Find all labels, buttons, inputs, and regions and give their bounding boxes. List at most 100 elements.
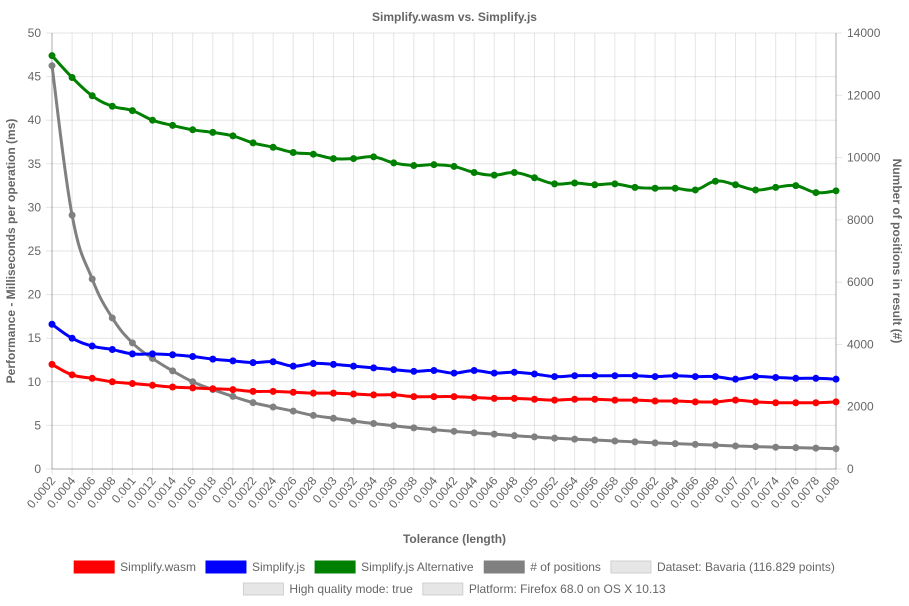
y-left-tick-label: 40	[28, 113, 42, 127]
data-point	[470, 393, 478, 401]
data-point	[551, 180, 559, 188]
data-point	[189, 126, 197, 134]
data-point	[350, 390, 358, 398]
y-axis-right-title: Number of positions in result (#)	[890, 159, 904, 344]
y-left-tick-label: 5	[34, 418, 41, 432]
chart-title: Simplify.wasm vs. Simplify.js	[372, 10, 537, 24]
data-point	[450, 162, 458, 170]
data-point	[269, 358, 277, 366]
data-point	[169, 351, 177, 359]
data-point	[209, 128, 217, 136]
data-point	[249, 359, 257, 367]
data-point	[128, 339, 136, 347]
data-point	[128, 350, 136, 358]
data-point	[309, 389, 317, 397]
legend-item[interactable]: Platform: Firefox 68.0 on OS X 10.13	[422, 582, 666, 596]
data-point	[551, 373, 559, 381]
y-left-tick-label: 25	[28, 244, 42, 258]
y-left-tick-label: 0	[34, 462, 41, 476]
data-point	[48, 320, 56, 328]
data-point	[329, 360, 337, 368]
data-point	[711, 398, 719, 406]
data-point	[731, 442, 739, 450]
data-point	[772, 443, 780, 451]
data-point	[108, 314, 116, 322]
data-point	[269, 143, 277, 151]
data-point	[68, 211, 76, 219]
data-point	[611, 180, 619, 188]
legend-swatch	[242, 582, 284, 596]
data-point	[269, 403, 277, 411]
legend-label: Simplify.js	[252, 560, 305, 574]
data-point	[832, 375, 840, 383]
legend-swatch	[205, 560, 247, 574]
legend-label: Dataset: Bavaria (116.829 points)	[657, 560, 835, 574]
y-left-tick-label: 30	[28, 200, 42, 214]
data-point	[350, 155, 358, 163]
data-point	[88, 92, 96, 100]
data-point	[711, 177, 719, 185]
data-point	[832, 445, 840, 453]
data-point	[772, 183, 780, 191]
data-point	[169, 383, 177, 391]
data-point	[108, 102, 116, 110]
data-point	[671, 184, 679, 192]
y-right-tick-label: 6000	[847, 275, 874, 289]
y-right-tick-label: 4000	[847, 337, 874, 351]
data-point	[591, 181, 599, 189]
data-point	[510, 368, 518, 376]
data-point	[611, 396, 619, 404]
data-point	[48, 360, 56, 368]
data-point	[711, 373, 719, 381]
data-point	[752, 373, 760, 381]
legend-item[interactable]: Dataset: Bavaria (116.829 points)	[610, 560, 835, 574]
data-point	[209, 385, 217, 393]
series-line	[50, 54, 837, 195]
data-point	[731, 396, 739, 404]
data-point	[309, 359, 317, 367]
data-point	[149, 381, 157, 389]
legend-item[interactable]: # of positions	[483, 560, 601, 574]
series-0	[48, 360, 840, 407]
legend-item[interactable]: High quality mode: true	[242, 582, 413, 596]
data-point	[530, 174, 538, 182]
data-point	[128, 107, 136, 115]
data-point	[169, 367, 177, 375]
data-point	[249, 387, 257, 395]
data-point	[631, 183, 639, 191]
data-point	[792, 399, 800, 407]
data-point	[410, 367, 418, 375]
data-point	[149, 350, 157, 358]
data-point	[631, 438, 639, 446]
data-point	[490, 171, 498, 179]
data-point	[551, 434, 559, 442]
legend-item[interactable]: Simplify.js Alternative	[314, 560, 474, 574]
data-point	[752, 443, 760, 451]
legend-label: Platform: Firefox 68.0 on OS X 10.13	[469, 582, 666, 596]
y-right-tick-label: 2000	[847, 400, 874, 414]
data-point	[189, 384, 197, 392]
data-point	[249, 399, 257, 407]
data-point	[329, 155, 337, 163]
data-point	[731, 181, 739, 189]
legend-item[interactable]: Simplify.wasm	[73, 560, 196, 574]
data-point	[752, 186, 760, 194]
data-point	[189, 378, 197, 386]
y-left-tick-label: 10	[28, 375, 42, 389]
data-point	[370, 420, 378, 428]
data-point	[772, 399, 780, 407]
data-point	[390, 391, 398, 399]
data-point	[128, 380, 136, 388]
data-point	[450, 427, 458, 435]
data-point	[530, 433, 538, 441]
data-point	[169, 121, 177, 129]
data-point	[450, 393, 458, 401]
data-point	[812, 374, 820, 382]
data-point	[189, 353, 197, 361]
data-point	[510, 432, 518, 440]
data-point	[370, 391, 378, 399]
data-point	[329, 389, 337, 397]
data-point	[571, 435, 579, 443]
legend-item[interactable]: Simplify.js	[205, 560, 305, 574]
data-point	[832, 187, 840, 195]
